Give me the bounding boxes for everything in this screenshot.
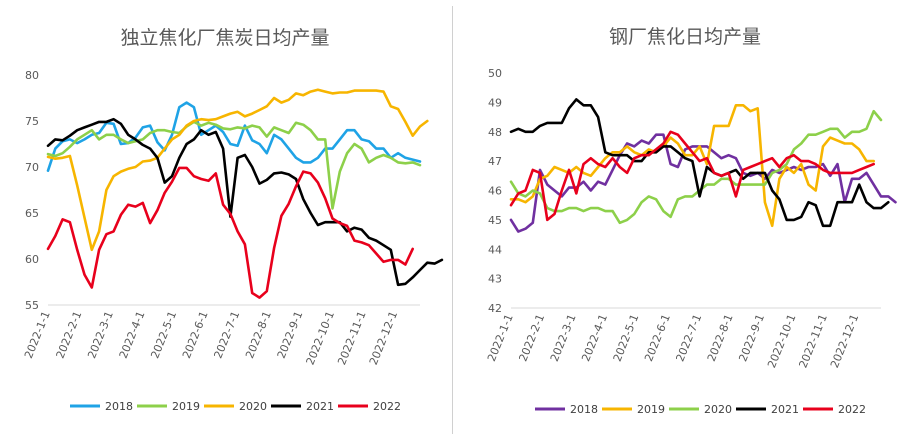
chart-svg-steel-mill: 钢厂焦化日均产量 42 43 44 45 46 47 48 49 50 2022-1-1 2022-2… (485, 26, 897, 416)
steel-y-tick-label: 50 (488, 67, 502, 80)
steel-series-line-2022 (509, 130, 876, 222)
coke-chart-title: 独立焦化厂焦炭日均产量 (120, 27, 329, 49)
coke-x-tick-label: 2022-12-1 (367, 309, 400, 367)
coke-x-tick-label: 2022-2-1 (54, 309, 85, 360)
coke-x-tick-label: 2022-9-1 (275, 309, 306, 360)
steel-x-tick-label: 2022-6-1 (642, 312, 673, 363)
steel-series-line-2020 (509, 109, 883, 225)
coke-series-line-2019 (46, 120, 422, 210)
steel-x-tick-label: 2022-10-1 (765, 312, 798, 370)
steel-legend-label-2019: 2019 (637, 403, 665, 416)
steel-legend-label-2021: 2021 (771, 403, 799, 416)
steel-x-tick-label: 2022-3-1 (548, 312, 579, 363)
steel-x-tick-label: 2022-12-1 (828, 312, 861, 370)
coke-legend-label-2020: 2020 (239, 400, 267, 413)
chart-panel-coke-plant: 独立焦化厂焦炭日均产量 55 60 65 70 75 80 2022-1-1 2022-2-1 2… (0, 0, 450, 438)
steel-legend-label-2020: 2020 (704, 403, 732, 416)
coke-x-tick-label: 2022-4-1 (117, 309, 148, 360)
coke-x-tick-label: 2022-5-1 (148, 309, 179, 360)
coke-y-tick-label: 65 (25, 207, 39, 220)
coke-x-tick-label: 2022-8-1 (243, 309, 274, 360)
steel-y-tick-label: 49 (488, 96, 502, 109)
chart-panel-steel-mill: 钢厂焦化日均产量 42 43 44 45 46 47 48 49 50 2022-1-1 2022-2… (457, 0, 911, 438)
coke-series-line-2018 (46, 101, 422, 172)
steel-chart-title: 钢厂焦化日均产量 (609, 26, 761, 48)
coke-x-tick-label: 2022-3-1 (85, 309, 116, 360)
steel-x-tick-label: 2022-5-1 (611, 312, 642, 363)
steel-x-tick-label: 2022-7-1 (674, 312, 705, 363)
coke-x-tick-label: 2022-7-1 (212, 309, 243, 360)
steel-x-tick-label: 2022-8-1 (705, 312, 736, 363)
coke-y-tick-label: 80 (25, 69, 39, 82)
coke-legend-label-2022: 2022 (373, 400, 401, 413)
steel-x-tick-label: 2022-2-1 (516, 312, 547, 363)
steel-x-tick-label: 2022-9-1 (736, 312, 767, 363)
coke-y-tick-label: 55 (25, 299, 39, 312)
coke-series-line-2021 (46, 117, 444, 287)
panel-divider (452, 6, 453, 434)
coke-y-tick-label: 70 (25, 161, 39, 174)
coke-legend-label-2021: 2021 (306, 400, 334, 413)
steel-y-tick-label: 44 (488, 243, 502, 256)
steel-y-tick-label: 43 (488, 273, 502, 286)
steel-y-tick-label: 46 (488, 185, 502, 198)
steel-y-tick-label: 47 (488, 155, 502, 168)
coke-legend-label-2018: 2018 (105, 400, 133, 413)
coke-series-line-2022 (46, 166, 415, 299)
steel-y-tick-label: 42 (488, 302, 502, 315)
coke-legend-label-2019: 2019 (172, 400, 200, 413)
steel-x-tick-label: 2022-11-1 (797, 312, 830, 370)
coke-series-line-2020 (46, 88, 429, 252)
steel-y-tick-label: 45 (488, 214, 502, 227)
steel-legend-label-2022: 2022 (838, 403, 866, 416)
steel-series-line-2021 (509, 98, 890, 228)
coke-x-tick-label: 2022-10-1 (304, 309, 337, 367)
steel-series-line-2019 (509, 104, 876, 228)
coke-x-tick-label: 2022-6-1 (180, 309, 211, 360)
steel-x-tick-label: 2022-4-1 (579, 312, 610, 363)
coke-y-tick-label: 75 (25, 115, 39, 128)
coke-x-tick-label: 2022-11-1 (335, 309, 368, 367)
steel-legend-label-2018: 2018 (570, 403, 598, 416)
coke-x-tick-label: 2022-1-1 (22, 309, 53, 360)
coke-y-tick-label: 60 (25, 253, 39, 266)
steel-x-tick-label: 2022-1-1 (485, 312, 516, 363)
steel-y-tick-label: 48 (488, 126, 502, 139)
